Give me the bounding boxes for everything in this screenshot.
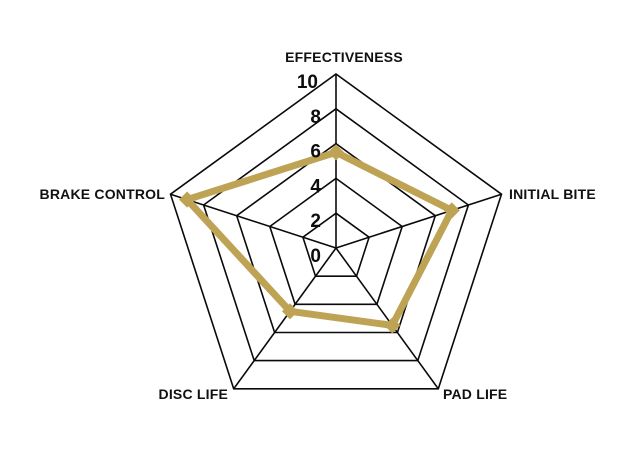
tick-label-6: 6 <box>310 142 321 163</box>
axis-titles: EFFECTIVENESS INITIAL BITE PAD LIFE DISC… <box>40 49 596 402</box>
tick-label-4: 4 <box>310 176 321 197</box>
series-markers <box>179 144 460 334</box>
data-point-effectiveness <box>327 144 345 161</box>
grid-ring-4 <box>268 177 404 306</box>
tick-label-8: 8 <box>310 107 321 128</box>
tick-label-10: 10 <box>297 72 318 93</box>
axis-label-pad-life: PAD LIFE <box>443 386 507 402</box>
tick-labels: 0 2 4 6 8 10 <box>297 72 322 267</box>
spoke-brake-control <box>170 193 337 249</box>
data-point-initial-bite <box>443 202 460 219</box>
axis-label-effectiveness: EFFECTIVENESS <box>285 49 403 65</box>
data-series <box>179 144 460 334</box>
axis-label-initial-bite: INITIAL BITE <box>509 186 596 202</box>
axis-label-disc-life: DISC LIFE <box>159 386 228 402</box>
grid-ring-2 <box>301 212 371 278</box>
data-point-brake-control <box>179 191 196 208</box>
tick-label-0: 0 <box>310 246 321 267</box>
tick-label-2: 2 <box>310 211 321 232</box>
axis-spokes <box>170 74 502 390</box>
spoke-initial-bite <box>335 193 502 249</box>
spoke-disc-life <box>233 247 337 390</box>
data-point-disc-life <box>281 303 299 320</box>
grid-rings <box>169 73 503 390</box>
axis-label-brake-control: BRAKE CONTROL <box>40 186 166 202</box>
spoke-pad-life <box>335 247 439 390</box>
series-polygon <box>183 148 456 329</box>
grid-ring-6 <box>235 142 437 334</box>
grid-ring-10 <box>169 73 503 390</box>
